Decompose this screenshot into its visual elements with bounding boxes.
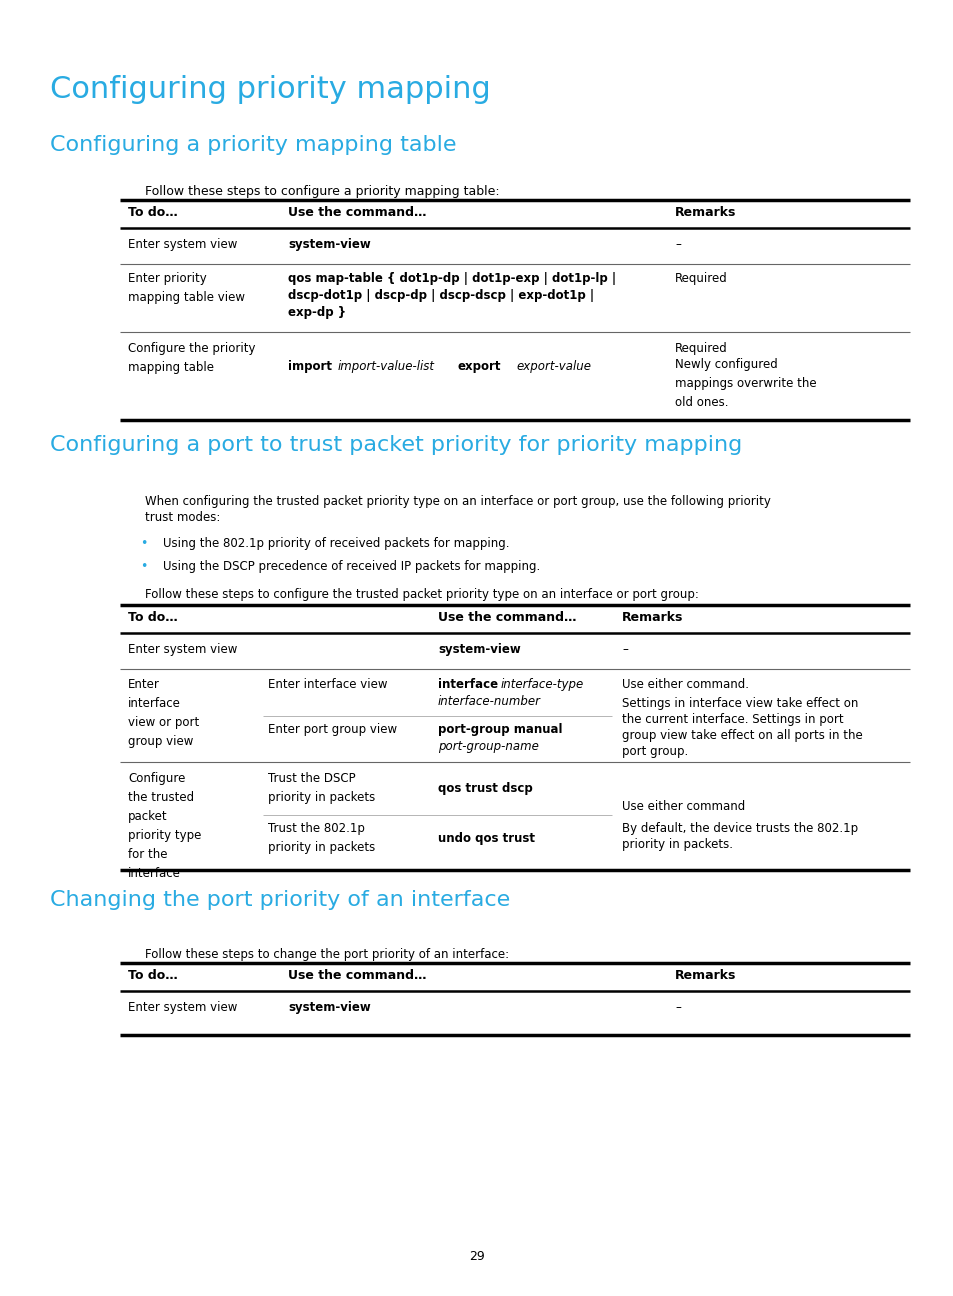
Text: port-group manual: port-group manual	[437, 723, 562, 736]
Text: interface-type: interface-type	[500, 678, 583, 691]
Text: Configure
the trusted
packet
priority type
for the
interface: Configure the trusted packet priority ty…	[128, 772, 201, 880]
Text: system-view: system-view	[288, 1001, 371, 1013]
Text: priority in packets.: priority in packets.	[621, 839, 732, 851]
Text: To do…: To do…	[128, 206, 177, 219]
Text: import-value-list: import-value-list	[337, 360, 435, 373]
Text: •: •	[140, 537, 147, 550]
Text: Remarks: Remarks	[621, 610, 682, 623]
Text: Remarks: Remarks	[675, 969, 736, 982]
Text: When configuring the trusted packet priority type on an interface or port group,: When configuring the trusted packet prio…	[145, 495, 770, 508]
Text: Enter
interface
view or port
group view: Enter interface view or port group view	[128, 678, 199, 748]
Text: trust modes:: trust modes:	[145, 511, 220, 524]
Text: port-group-name: port-group-name	[437, 740, 538, 753]
Text: interface-number: interface-number	[437, 695, 540, 708]
Text: Use the command…: Use the command…	[437, 610, 576, 623]
Text: Use the command…: Use the command…	[288, 969, 426, 982]
Text: Enter system view: Enter system view	[128, 1001, 237, 1013]
Text: Use either command.: Use either command.	[621, 678, 748, 691]
Text: Changing the port priority of an interface: Changing the port priority of an interfa…	[50, 890, 510, 910]
Text: dscp-dot1p | dscp-dp | dscp-dscp | exp-dot1p |: dscp-dot1p | dscp-dp | dscp-dscp | exp-d…	[288, 289, 594, 302]
Text: –: –	[675, 1001, 680, 1013]
Text: system-view: system-view	[288, 238, 371, 251]
Text: By default, the device trusts the 802.1p: By default, the device trusts the 802.1p	[621, 822, 858, 835]
Text: exp-dp }: exp-dp }	[288, 306, 346, 319]
Text: qos trust dscp: qos trust dscp	[437, 781, 532, 794]
Text: 29: 29	[469, 1251, 484, 1264]
Text: To do…: To do…	[128, 969, 177, 982]
Text: Enter system view: Enter system view	[128, 238, 237, 251]
Text: Follow these steps to configure the trusted packet priority type on an interface: Follow these steps to configure the trus…	[145, 588, 699, 601]
Text: Settings in interface view take effect on: Settings in interface view take effect o…	[621, 697, 858, 710]
Text: Follow these steps to configure a priority mapping table:: Follow these steps to configure a priori…	[145, 185, 499, 198]
Text: –: –	[621, 643, 627, 656]
Text: Remarks: Remarks	[675, 206, 736, 219]
Text: export-value: export-value	[516, 360, 590, 373]
Text: interface: interface	[437, 678, 497, 691]
Text: Enter system view: Enter system view	[128, 643, 237, 656]
Text: port group.: port group.	[621, 745, 687, 758]
Text: Configuring a priority mapping table: Configuring a priority mapping table	[50, 135, 456, 156]
Text: Configure the priority
mapping table: Configure the priority mapping table	[128, 342, 255, 375]
Text: import: import	[288, 360, 332, 373]
Text: qos map-table { dot1p-dp | dot1p-exp | dot1p-lp |: qos map-table { dot1p-dp | dot1p-exp | d…	[288, 272, 616, 285]
Text: group view take effect on all ports in the: group view take effect on all ports in t…	[621, 728, 862, 743]
Text: undo qos trust: undo qos trust	[437, 832, 535, 845]
Text: Use either command: Use either command	[621, 800, 744, 813]
Text: To do…: To do…	[128, 610, 177, 623]
Text: system-view: system-view	[437, 643, 520, 656]
Text: Enter interface view: Enter interface view	[268, 678, 387, 691]
Text: Required: Required	[675, 342, 727, 355]
Text: Enter port group view: Enter port group view	[268, 723, 396, 736]
Text: –: –	[675, 238, 680, 251]
Text: Trust the 802.1p
priority in packets: Trust the 802.1p priority in packets	[268, 822, 375, 854]
Text: Use the command…: Use the command…	[288, 206, 426, 219]
Text: Newly configured
mappings overwrite the
old ones.: Newly configured mappings overwrite the …	[675, 358, 816, 410]
Text: Trust the DSCP
priority in packets: Trust the DSCP priority in packets	[268, 772, 375, 804]
Text: the current interface. Settings in port: the current interface. Settings in port	[621, 713, 842, 726]
Text: •: •	[140, 560, 147, 573]
Text: Using the 802.1p priority of received packets for mapping.: Using the 802.1p priority of received pa…	[163, 537, 509, 550]
Text: Enter priority
mapping table view: Enter priority mapping table view	[128, 272, 245, 305]
Text: Configuring a port to trust packet priority for priority mapping: Configuring a port to trust packet prior…	[50, 435, 741, 455]
Text: export: export	[457, 360, 501, 373]
Text: Configuring priority mapping: Configuring priority mapping	[50, 75, 490, 104]
Text: Follow these steps to change the port priority of an interface:: Follow these steps to change the port pr…	[145, 947, 509, 962]
Text: Using the DSCP precedence of received IP packets for mapping.: Using the DSCP precedence of received IP…	[163, 560, 539, 573]
Text: Required: Required	[675, 272, 727, 285]
